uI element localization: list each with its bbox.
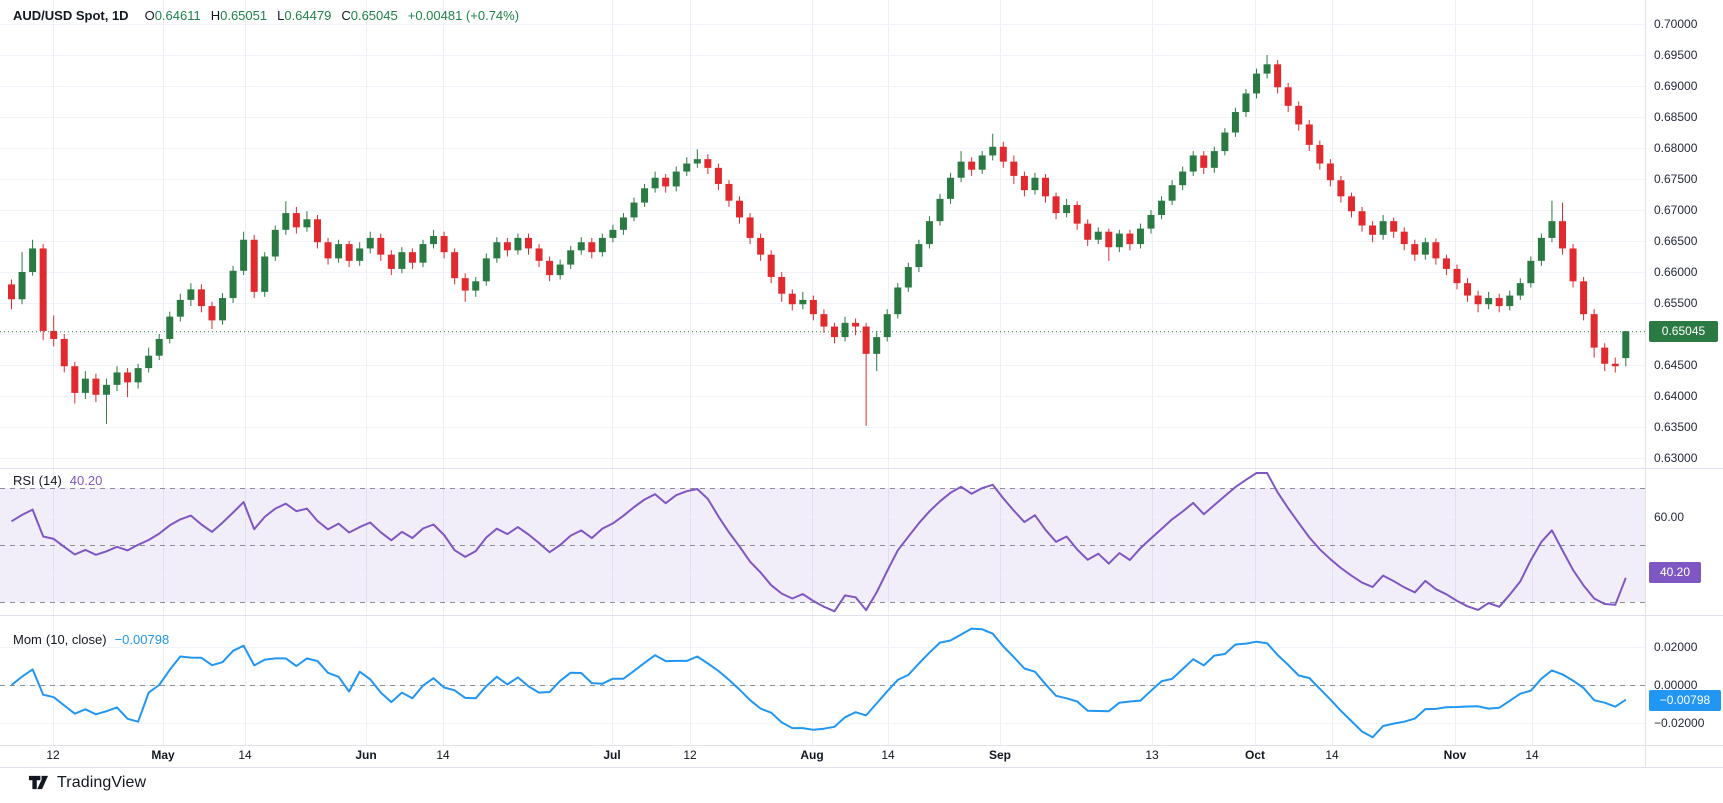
rsi-value-badge: 40.20: [1649, 562, 1701, 584]
symbol-title[interactable]: AUD/USD Spot, 1D: [13, 8, 129, 23]
price-tick: 0.68500: [1654, 110, 1698, 124]
price-tick: 0.70000: [1654, 17, 1698, 31]
change-value: +0.00481 (+0.74%): [407, 8, 520, 23]
tradingview-watermark[interactable]: TradingView: [28, 772, 146, 793]
price-tick: 0.69000: [1654, 79, 1698, 93]
open-label: O: [144, 8, 155, 23]
time-tick-14: 14: [881, 748, 895, 762]
high-label: H: [210, 8, 221, 23]
time-tick-nov: Nov: [1443, 748, 1467, 762]
momentum-value-badge: −0.00798: [1649, 689, 1721, 711]
price-tick: 0.68000: [1654, 141, 1698, 155]
price-tick: 0.67000: [1654, 203, 1698, 217]
time-tick-aug: Aug: [800, 748, 824, 762]
tradingview-logo-icon: [28, 772, 49, 793]
time-tick-14: 14: [1525, 748, 1539, 762]
momentum-value: −0.00798: [114, 632, 170, 647]
high-value: 0.65051: [220, 8, 268, 23]
time-tick-12: 12: [683, 748, 697, 762]
time-tick-14: 14: [436, 748, 450, 762]
time-tick-12: 12: [46, 748, 60, 762]
price-tick: 0.66000: [1654, 265, 1698, 279]
price-tick: 0.63000: [1654, 451, 1698, 465]
vertical-gridlines: [53, 0, 1533, 745]
momentum-params: (10, close): [45, 632, 107, 647]
last-price-badge: 0.65045: [1649, 320, 1718, 342]
price-tick: 0.66500: [1654, 234, 1698, 248]
price-tick: 0.64500: [1654, 358, 1698, 372]
rsi-params: (14): [38, 473, 62, 488]
open-value: 0.64611: [154, 8, 201, 23]
price-gridlines: [0, 24, 1645, 459]
time-tick-14: 14: [1325, 748, 1339, 762]
time-tick-may: May: [151, 748, 175, 762]
tradingview-logo-text: TradingView: [57, 773, 147, 791]
candles-layer: [8, 55, 1630, 426]
symbol-header: AUD/USD Spot, 1D O0.64611 H0.65051 L0.64479…: [13, 8, 519, 23]
rsi-value: 40.20: [69, 473, 103, 488]
rsi-label[interactable]: RSI: [13, 473, 35, 488]
time-tick-jul: Jul: [603, 748, 621, 762]
rsi-axis-tick: 60.00: [1654, 509, 1685, 524]
rsi-pane-header: RSI (14) 40.20: [13, 473, 102, 488]
momentum-tick: 0.02000: [1654, 640, 1698, 654]
price-tick: 0.69500: [1654, 48, 1698, 62]
price-tick: 0.63500: [1654, 420, 1698, 434]
momentum-pane-header: Mom (10, close) −0.00798: [13, 632, 169, 647]
momentum-tick: 0.00000: [1654, 678, 1698, 692]
momentum-tick: −0.02000: [1654, 716, 1705, 730]
close-value: 0.65045: [350, 8, 398, 23]
price-tick: 0.67500: [1654, 172, 1698, 186]
low-value: 0.64479: [284, 8, 332, 23]
time-tick-sep: Sep: [988, 748, 1012, 762]
momentum-label[interactable]: Mom: [13, 632, 42, 647]
price-tick: 0.65500: [1654, 296, 1698, 310]
price-tick: 0.64000: [1654, 389, 1698, 403]
chart-canvas[interactable]: [0, 0, 1723, 770]
time-tick-jun: Jun: [355, 748, 377, 762]
time-tick-14: 14: [238, 748, 252, 762]
momentum-line: [10, 627, 1627, 739]
time-tick-13: 13: [1145, 748, 1159, 762]
rsi-line: [10, 472, 1627, 613]
close-label: C: [341, 8, 351, 23]
time-tick-oct: Oct: [1244, 748, 1266, 762]
low-label: L: [277, 8, 285, 23]
